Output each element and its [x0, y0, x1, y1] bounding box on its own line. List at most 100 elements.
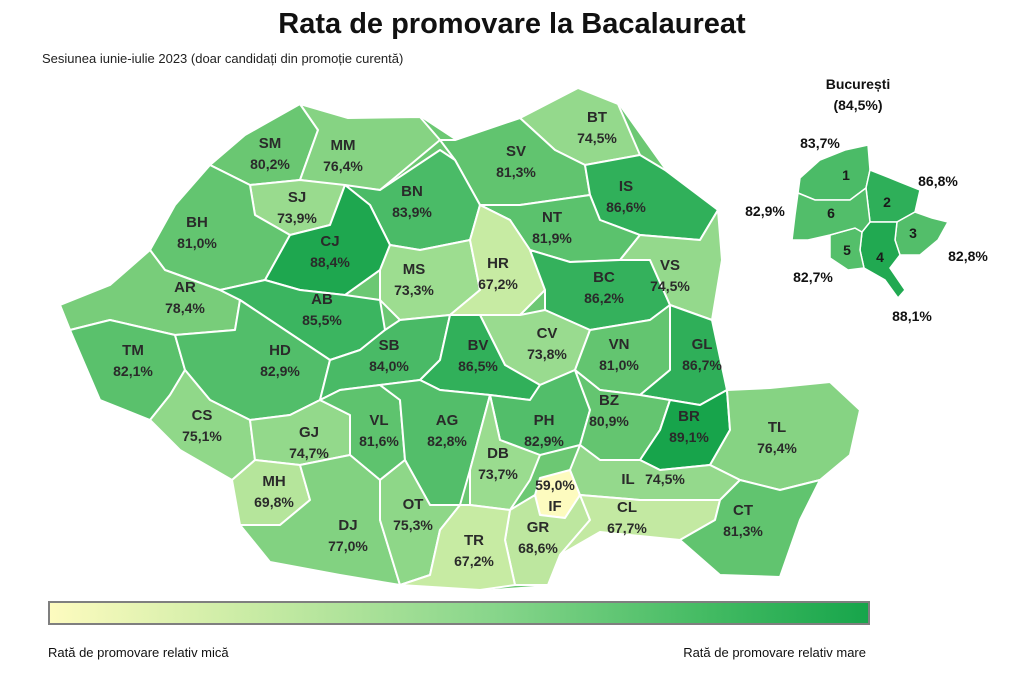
- county-code-OT: OT: [403, 496, 424, 513]
- county-code-BN: BN: [401, 183, 423, 200]
- county-value-AR: 78,4%: [165, 300, 205, 316]
- county-code-IF: IF: [548, 498, 561, 515]
- county-value-VN: 81,0%: [599, 357, 639, 373]
- sector-value-4: 88,1%: [892, 308, 932, 324]
- county-value-TM: 82,1%: [113, 363, 153, 379]
- county-value-CJ: 88,4%: [310, 254, 350, 270]
- county-value-CT: 81,3%: [723, 523, 763, 539]
- bucharest-name: București: [826, 76, 891, 92]
- county-value-BT: 74,5%: [577, 130, 617, 146]
- sector-value-1: 83,7%: [800, 135, 840, 151]
- legend-low-label: Rată de promovare relativ mică: [48, 645, 229, 660]
- county-code-MS: MS: [403, 261, 426, 278]
- county-value-GR: 68,6%: [518, 540, 558, 556]
- county-code-MM: MM: [331, 137, 356, 154]
- county-code-SM: SM: [259, 135, 282, 152]
- county-value-DJ: 77,0%: [328, 538, 368, 554]
- county-value-NT: 81,9%: [532, 230, 572, 246]
- county-shape-DJ[interactable]: [239, 454, 401, 586]
- county-value-SJ: 73,9%: [277, 210, 317, 226]
- county-code-NT: NT: [542, 209, 562, 226]
- sector-shape-6[interactable]: [791, 186, 871, 241]
- county-code-CJ: CJ: [320, 233, 339, 250]
- county-shape-TR[interactable]: [399, 504, 516, 591]
- sector-number-2: 2: [883, 194, 891, 210]
- county-value-SV: 81,3%: [496, 164, 536, 180]
- county-value-MH: 69,8%: [254, 494, 294, 510]
- legend-high-label: Rată de promovare relativ mare: [683, 645, 866, 660]
- county-code-TR: TR: [464, 532, 484, 549]
- county-code-SV: SV: [506, 143, 526, 160]
- county-code-GL: GL: [692, 336, 713, 353]
- county-value-BC: 86,2%: [584, 290, 624, 306]
- sector-number-3: 3: [909, 225, 917, 241]
- county-value-BN: 83,9%: [392, 204, 432, 220]
- sector-value-2: 86,8%: [918, 173, 958, 189]
- county-code-VL: VL: [369, 412, 388, 429]
- county-code-GJ: GJ: [299, 424, 319, 441]
- county-code-MH: MH: [262, 473, 285, 490]
- county-shape-HR[interactable]: [449, 204, 546, 316]
- sector-number-5: 5: [843, 242, 851, 258]
- county-code-PH: PH: [534, 412, 555, 429]
- county-code-CV: CV: [537, 325, 558, 342]
- county-shape-VS[interactable]: [619, 209, 723, 321]
- county-code-CL: CL: [617, 499, 637, 516]
- county-code-GR: GR: [527, 519, 550, 536]
- sector-value-3: 82,8%: [948, 248, 988, 264]
- county-code-BR: BR: [678, 408, 700, 425]
- county-code-TM: TM: [122, 342, 144, 359]
- county-code-BZ: BZ: [599, 392, 619, 409]
- sector-label-layer: 183,7% 2 86,8% 3 82,8% 4 88,1% 5 82,7% 6 82,9%: [745, 135, 988, 324]
- sector-number-4: 4: [876, 249, 884, 265]
- county-shape-TL[interactable]: [709, 381, 861, 491]
- county-value-AB: 85,5%: [302, 312, 342, 328]
- county-code-SJ: SJ: [288, 189, 306, 206]
- county-value-IS: 86,6%: [606, 199, 646, 215]
- county-value-TR: 67,2%: [454, 553, 494, 569]
- county-code-IS: IS: [619, 178, 633, 195]
- county-label-layer: SM 80,2% MM 76,4% BT 74,5% SV 81,3% SJ 73,9% BN 83,…: [113, 109, 797, 569]
- county-value-BZ: 80,9%: [589, 413, 629, 429]
- sector-value-6: 82,9%: [745, 203, 785, 219]
- county-code-AG: AG: [436, 412, 459, 429]
- county-value-VL: 81,6%: [359, 433, 399, 449]
- county-value-CS: 75,1%: [182, 428, 222, 444]
- county-code-IL: IL: [621, 471, 634, 488]
- county-code-DB: DB: [487, 445, 509, 462]
- county-value-MS: 73,3%: [394, 282, 434, 298]
- county-value-SM: 80,2%: [250, 156, 290, 172]
- map-title: Rata de promovare la Bacalaureat: [278, 8, 746, 40]
- county-value-MM: 76,4%: [323, 158, 363, 174]
- county-code-TL: TL: [768, 419, 786, 436]
- county-value-BR: 89,1%: [669, 429, 709, 445]
- bucharest-total: (84,5%): [833, 97, 882, 113]
- sector-number-6: 6: [827, 205, 835, 221]
- county-value-VS: 74,5%: [650, 278, 690, 294]
- bucharest-inset: București (84,5%) 183,7% 2 86,8% 3 82,8% 4 88,…: [745, 76, 988, 324]
- county-shape-CT[interactable]: [679, 479, 821, 578]
- sector-shape-3[interactable]: [894, 211, 950, 256]
- county-code-SB: SB: [379, 337, 400, 354]
- county-code-HD: HD: [269, 342, 291, 359]
- county-code-BV: BV: [468, 337, 489, 354]
- sector-shape-1[interactable]: [797, 144, 871, 201]
- sector-value-5: 82,7%: [793, 269, 833, 285]
- county-shape-MM[interactable]: [299, 103, 441, 191]
- county-value-IL: 74,5%: [645, 471, 685, 487]
- county-code-BC: BC: [593, 269, 615, 286]
- color-scale-bar: [48, 601, 870, 625]
- county-code-HR: HR: [487, 255, 509, 272]
- county-value-PH: 82,9%: [524, 433, 564, 449]
- sector-number-1: 1: [842, 167, 850, 183]
- county-shape-AG[interactable]: [379, 379, 491, 506]
- county-code-DJ: DJ: [338, 517, 357, 534]
- county-code-AR: AR: [174, 279, 196, 296]
- county-value-HR: 67,2%: [478, 276, 518, 292]
- county-value-OT: 75,3%: [393, 517, 433, 533]
- county-code-BH: BH: [186, 214, 208, 231]
- county-code-CT: CT: [733, 502, 753, 519]
- county-value-BV: 86,5%: [458, 358, 498, 374]
- county-code-AB: AB: [311, 291, 333, 308]
